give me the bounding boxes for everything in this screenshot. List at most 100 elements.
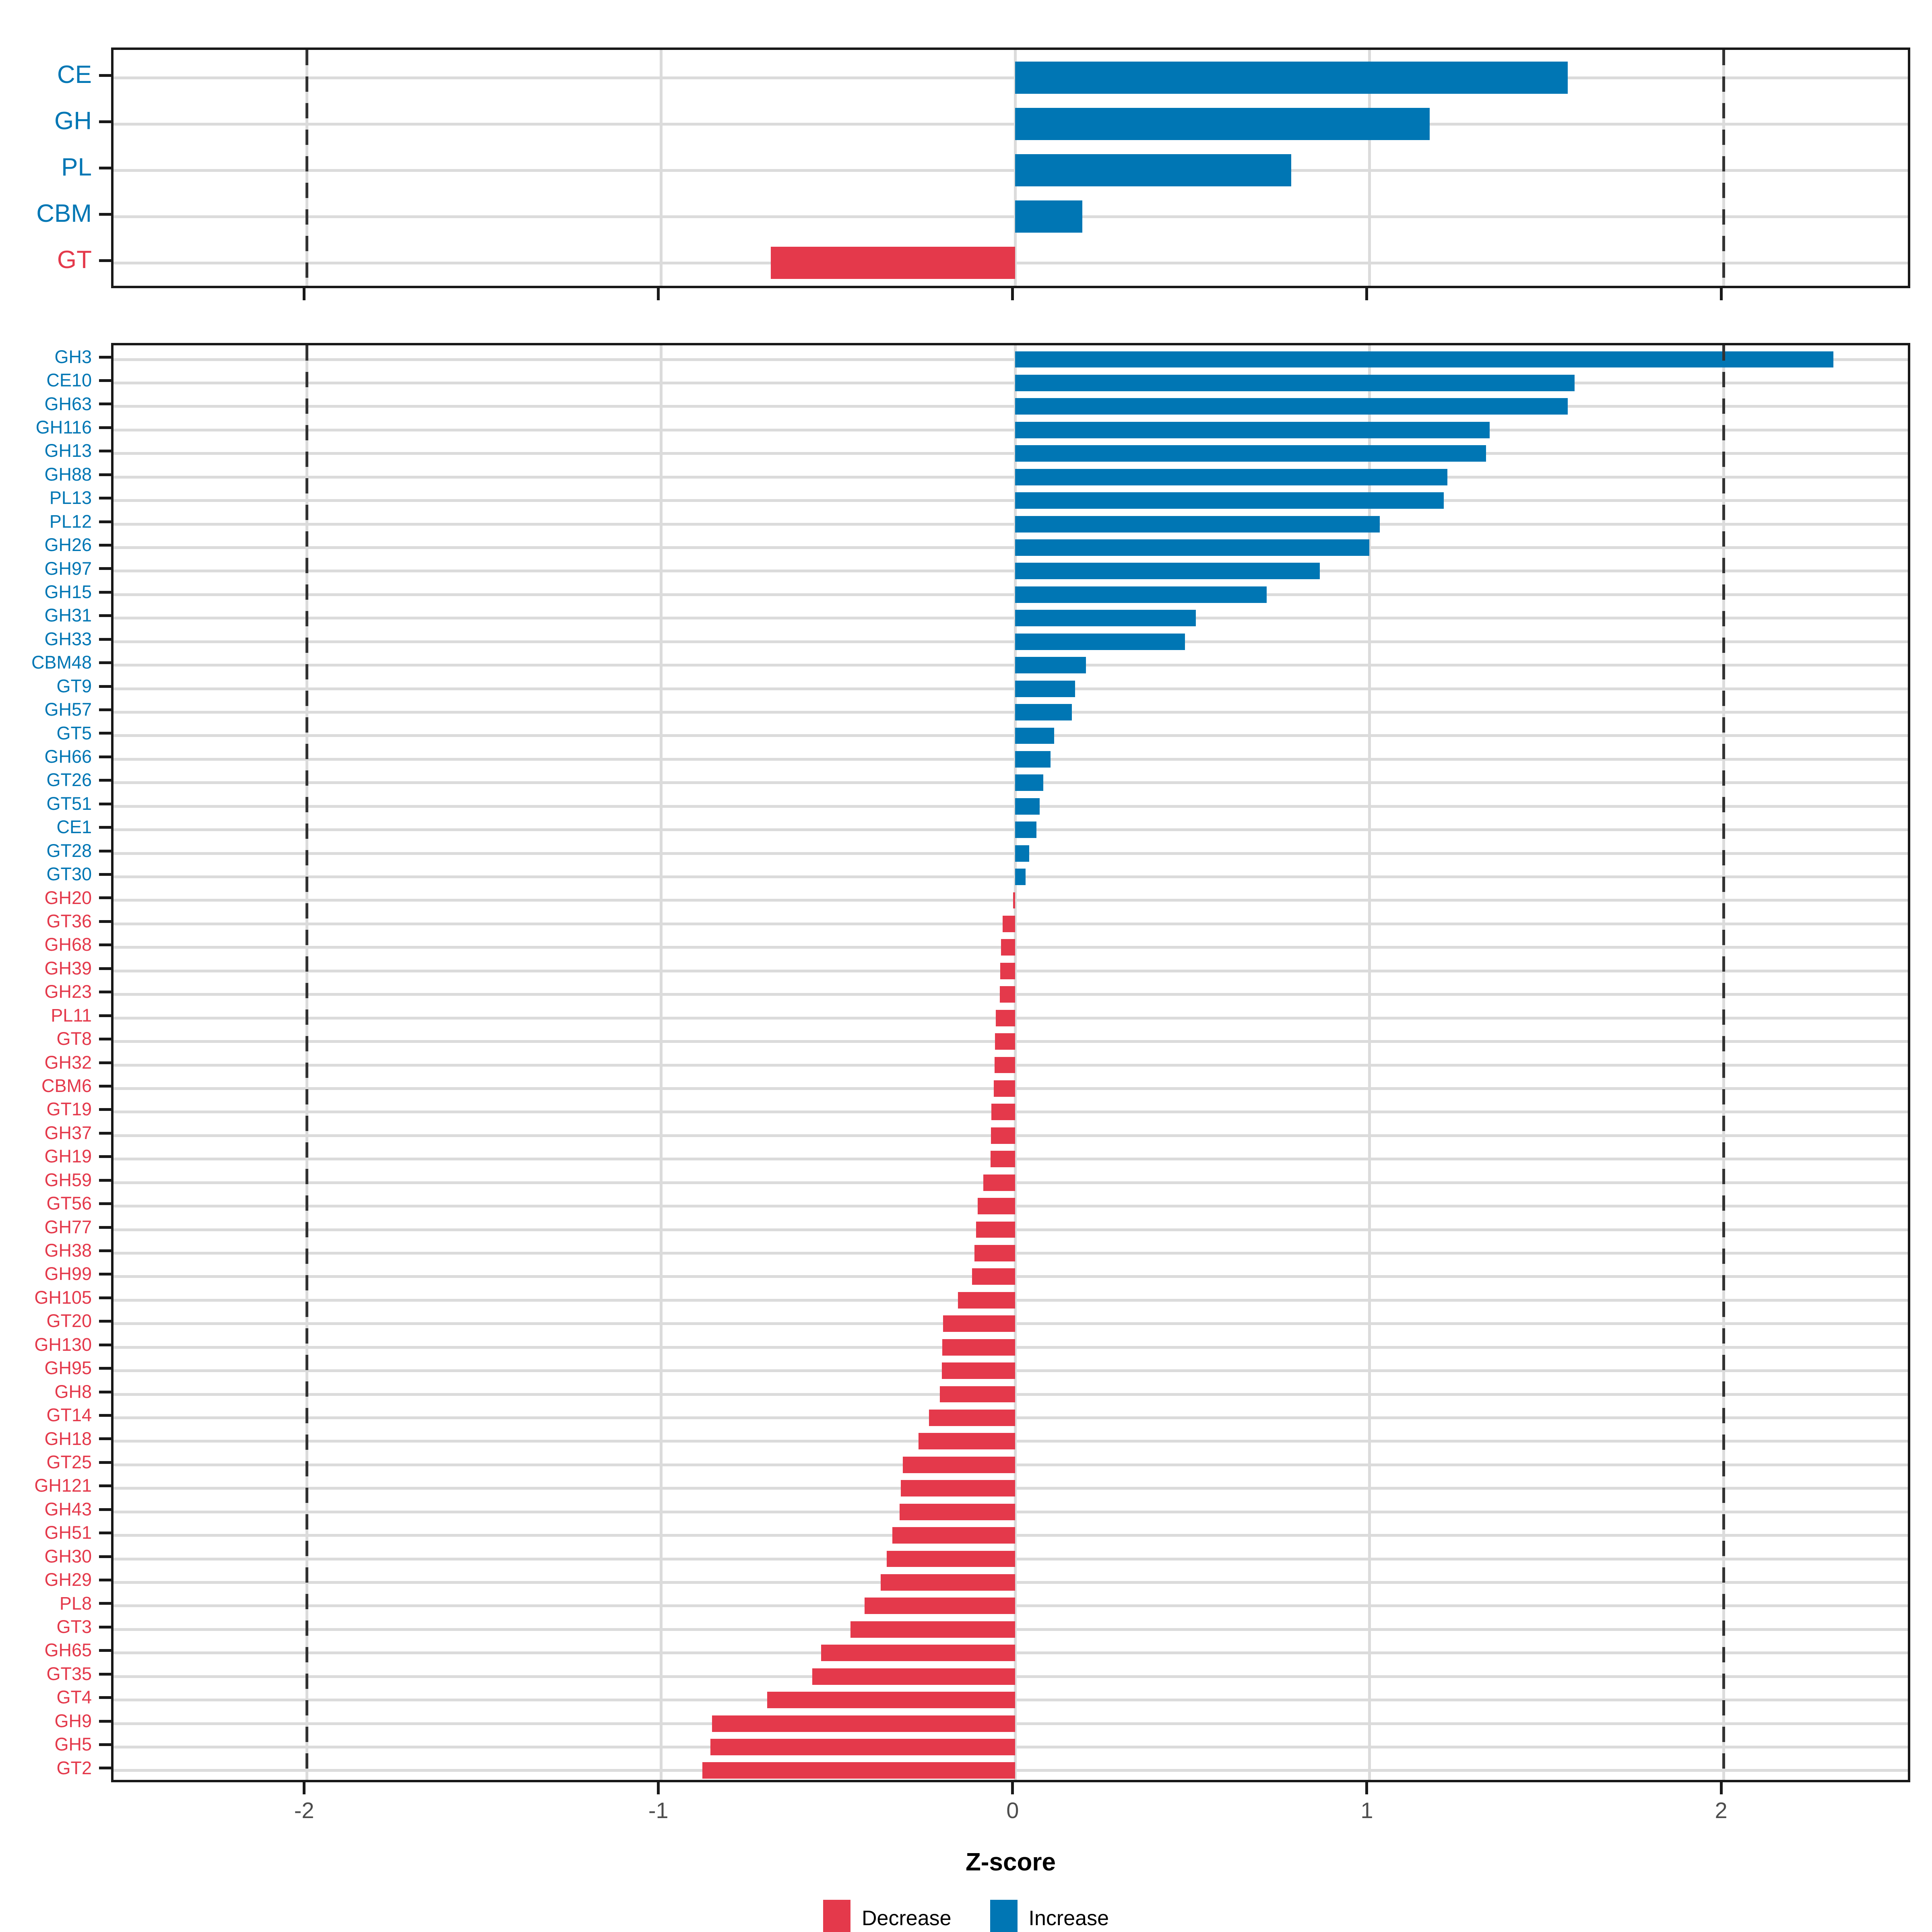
bar-CBM48 [1015, 657, 1086, 674]
y-tick [99, 1014, 111, 1017]
y-axis-label-GH31: GH31 [44, 605, 92, 626]
dashed-reference-line [305, 345, 308, 1780]
y-axis-label-GH43: GH43 [44, 1499, 92, 1519]
y-tick [99, 1320, 111, 1323]
y-axis-label-GH23: GH23 [44, 981, 92, 1002]
bar-GH43 [899, 1503, 1015, 1520]
y-tick [99, 166, 111, 169]
x-gridline [659, 50, 663, 286]
y-gridline [114, 899, 1908, 902]
y-tick [99, 1367, 111, 1370]
bar-GT8 [995, 1033, 1015, 1050]
y-tick [99, 1296, 111, 1299]
bar-GH130 [942, 1339, 1015, 1356]
legend: Decrease Increase [0, 1900, 1932, 1932]
y-axis-label-GH38: GH38 [44, 1240, 92, 1261]
bar-GT51 [1015, 798, 1040, 815]
y-tick [99, 1743, 111, 1746]
y-axis-label-PL11: PL11 [51, 1005, 92, 1026]
panel-cazyme-subfamilies [111, 343, 1910, 1782]
y-axis-label-GH29: GH29 [44, 1569, 92, 1590]
y-gridline [114, 122, 1908, 126]
y-axis-label-GH32: GH32 [44, 1052, 92, 1073]
y-tick [99, 685, 111, 688]
x-tick [657, 288, 660, 300]
bar-GH51 [892, 1527, 1015, 1544]
y-axis-label-CBM: CBM [36, 199, 92, 227]
y-axis-label-GH18: GH18 [44, 1428, 92, 1449]
bar-GH121 [901, 1480, 1015, 1497]
y-gridline [114, 499, 1908, 502]
y-axis-label-CBM6: CBM6 [41, 1075, 92, 1096]
y-axis-label-GH3: GH3 [54, 346, 92, 367]
y-tick [99, 1202, 111, 1205]
legend-item-decrease: Decrease [823, 1900, 952, 1932]
y-axis-label-GH5: GH5 [54, 1734, 92, 1755]
y-tick [99, 661, 111, 665]
x-tick [303, 1782, 306, 1794]
y-gridline [114, 428, 1908, 431]
bar-GT35 [812, 1668, 1015, 1685]
y-axis-label-GH19: GH19 [44, 1146, 92, 1167]
y-axis-label-GT2: GT2 [56, 1757, 92, 1778]
y-tick [99, 826, 111, 829]
legend-label-increase: Increase [1028, 1907, 1109, 1930]
y-axis-label-GT9: GT9 [56, 675, 92, 696]
bar-GH68 [1001, 939, 1015, 956]
x-tick [1365, 288, 1368, 300]
bar-GH18 [919, 1433, 1015, 1450]
y-axis-label-GT14: GT14 [46, 1405, 92, 1426]
y-tick [99, 1390, 111, 1393]
bar-PL12 [1015, 516, 1380, 533]
y-gridline [114, 215, 1908, 218]
bar-GH26 [1015, 539, 1369, 556]
y-axis-label-GH51: GH51 [44, 1522, 92, 1543]
y-tick [99, 259, 111, 262]
x-tick [1365, 1782, 1368, 1794]
bar-PL11 [996, 1009, 1015, 1026]
bar-GH9 [712, 1715, 1015, 1732]
bar-GH32 [994, 1057, 1015, 1073]
bar-GH77 [976, 1221, 1015, 1238]
y-axis-label-GH116: GH116 [35, 417, 92, 438]
y-tick [99, 1131, 111, 1135]
bar-CE [1015, 61, 1568, 94]
y-axis-label-CE: CE [57, 60, 92, 89]
y-tick [99, 120, 111, 123]
y-axis-label-GT4: GT4 [56, 1687, 92, 1708]
bar-PL13 [1015, 492, 1444, 509]
y-tick [99, 1532, 111, 1535]
bar-GT56 [977, 1198, 1015, 1215]
y-tick [99, 497, 111, 500]
y-axis-label-GT51: GT51 [46, 793, 92, 814]
bar-GH20 [1013, 892, 1015, 909]
y-axis-label-GT26: GT26 [46, 770, 92, 791]
x-tick [1719, 1782, 1723, 1794]
x-tick-label-2: 2 [1715, 1798, 1728, 1823]
y-axis-label-GH39: GH39 [44, 958, 92, 978]
y-gridline [114, 452, 1908, 455]
bar-CE10 [1015, 375, 1575, 391]
y-axis-label-GT35: GT35 [46, 1663, 92, 1684]
x-tick-label-0: 0 [1006, 1798, 1019, 1823]
y-axis-label-GH57: GH57 [44, 699, 92, 720]
y-axis-label-GH66: GH66 [44, 746, 92, 767]
y-tick [99, 943, 111, 947]
y-axis-label-GT36: GT36 [46, 911, 92, 931]
y-axis-label-GH: GH [54, 107, 92, 135]
y-tick [99, 1649, 111, 1652]
bar-GH23 [999, 986, 1015, 1003]
y-gridline [114, 617, 1908, 620]
bar-GT36 [1003, 915, 1015, 932]
bar-CE1 [1015, 822, 1036, 838]
y-axis-label-GT5: GT5 [56, 722, 92, 743]
y-tick [99, 1508, 111, 1511]
bar-GH116 [1015, 421, 1490, 438]
y-tick [99, 1061, 111, 1064]
bar-GH105 [958, 1292, 1015, 1309]
y-axis-label-GH26: GH26 [44, 535, 92, 555]
y-axis-label-GH105: GH105 [34, 1287, 92, 1308]
y-axis-label-GH121: GH121 [34, 1475, 92, 1496]
x-tick-label--2: -2 [294, 1798, 314, 1823]
y-axis-label-GT30: GT30 [46, 864, 92, 885]
